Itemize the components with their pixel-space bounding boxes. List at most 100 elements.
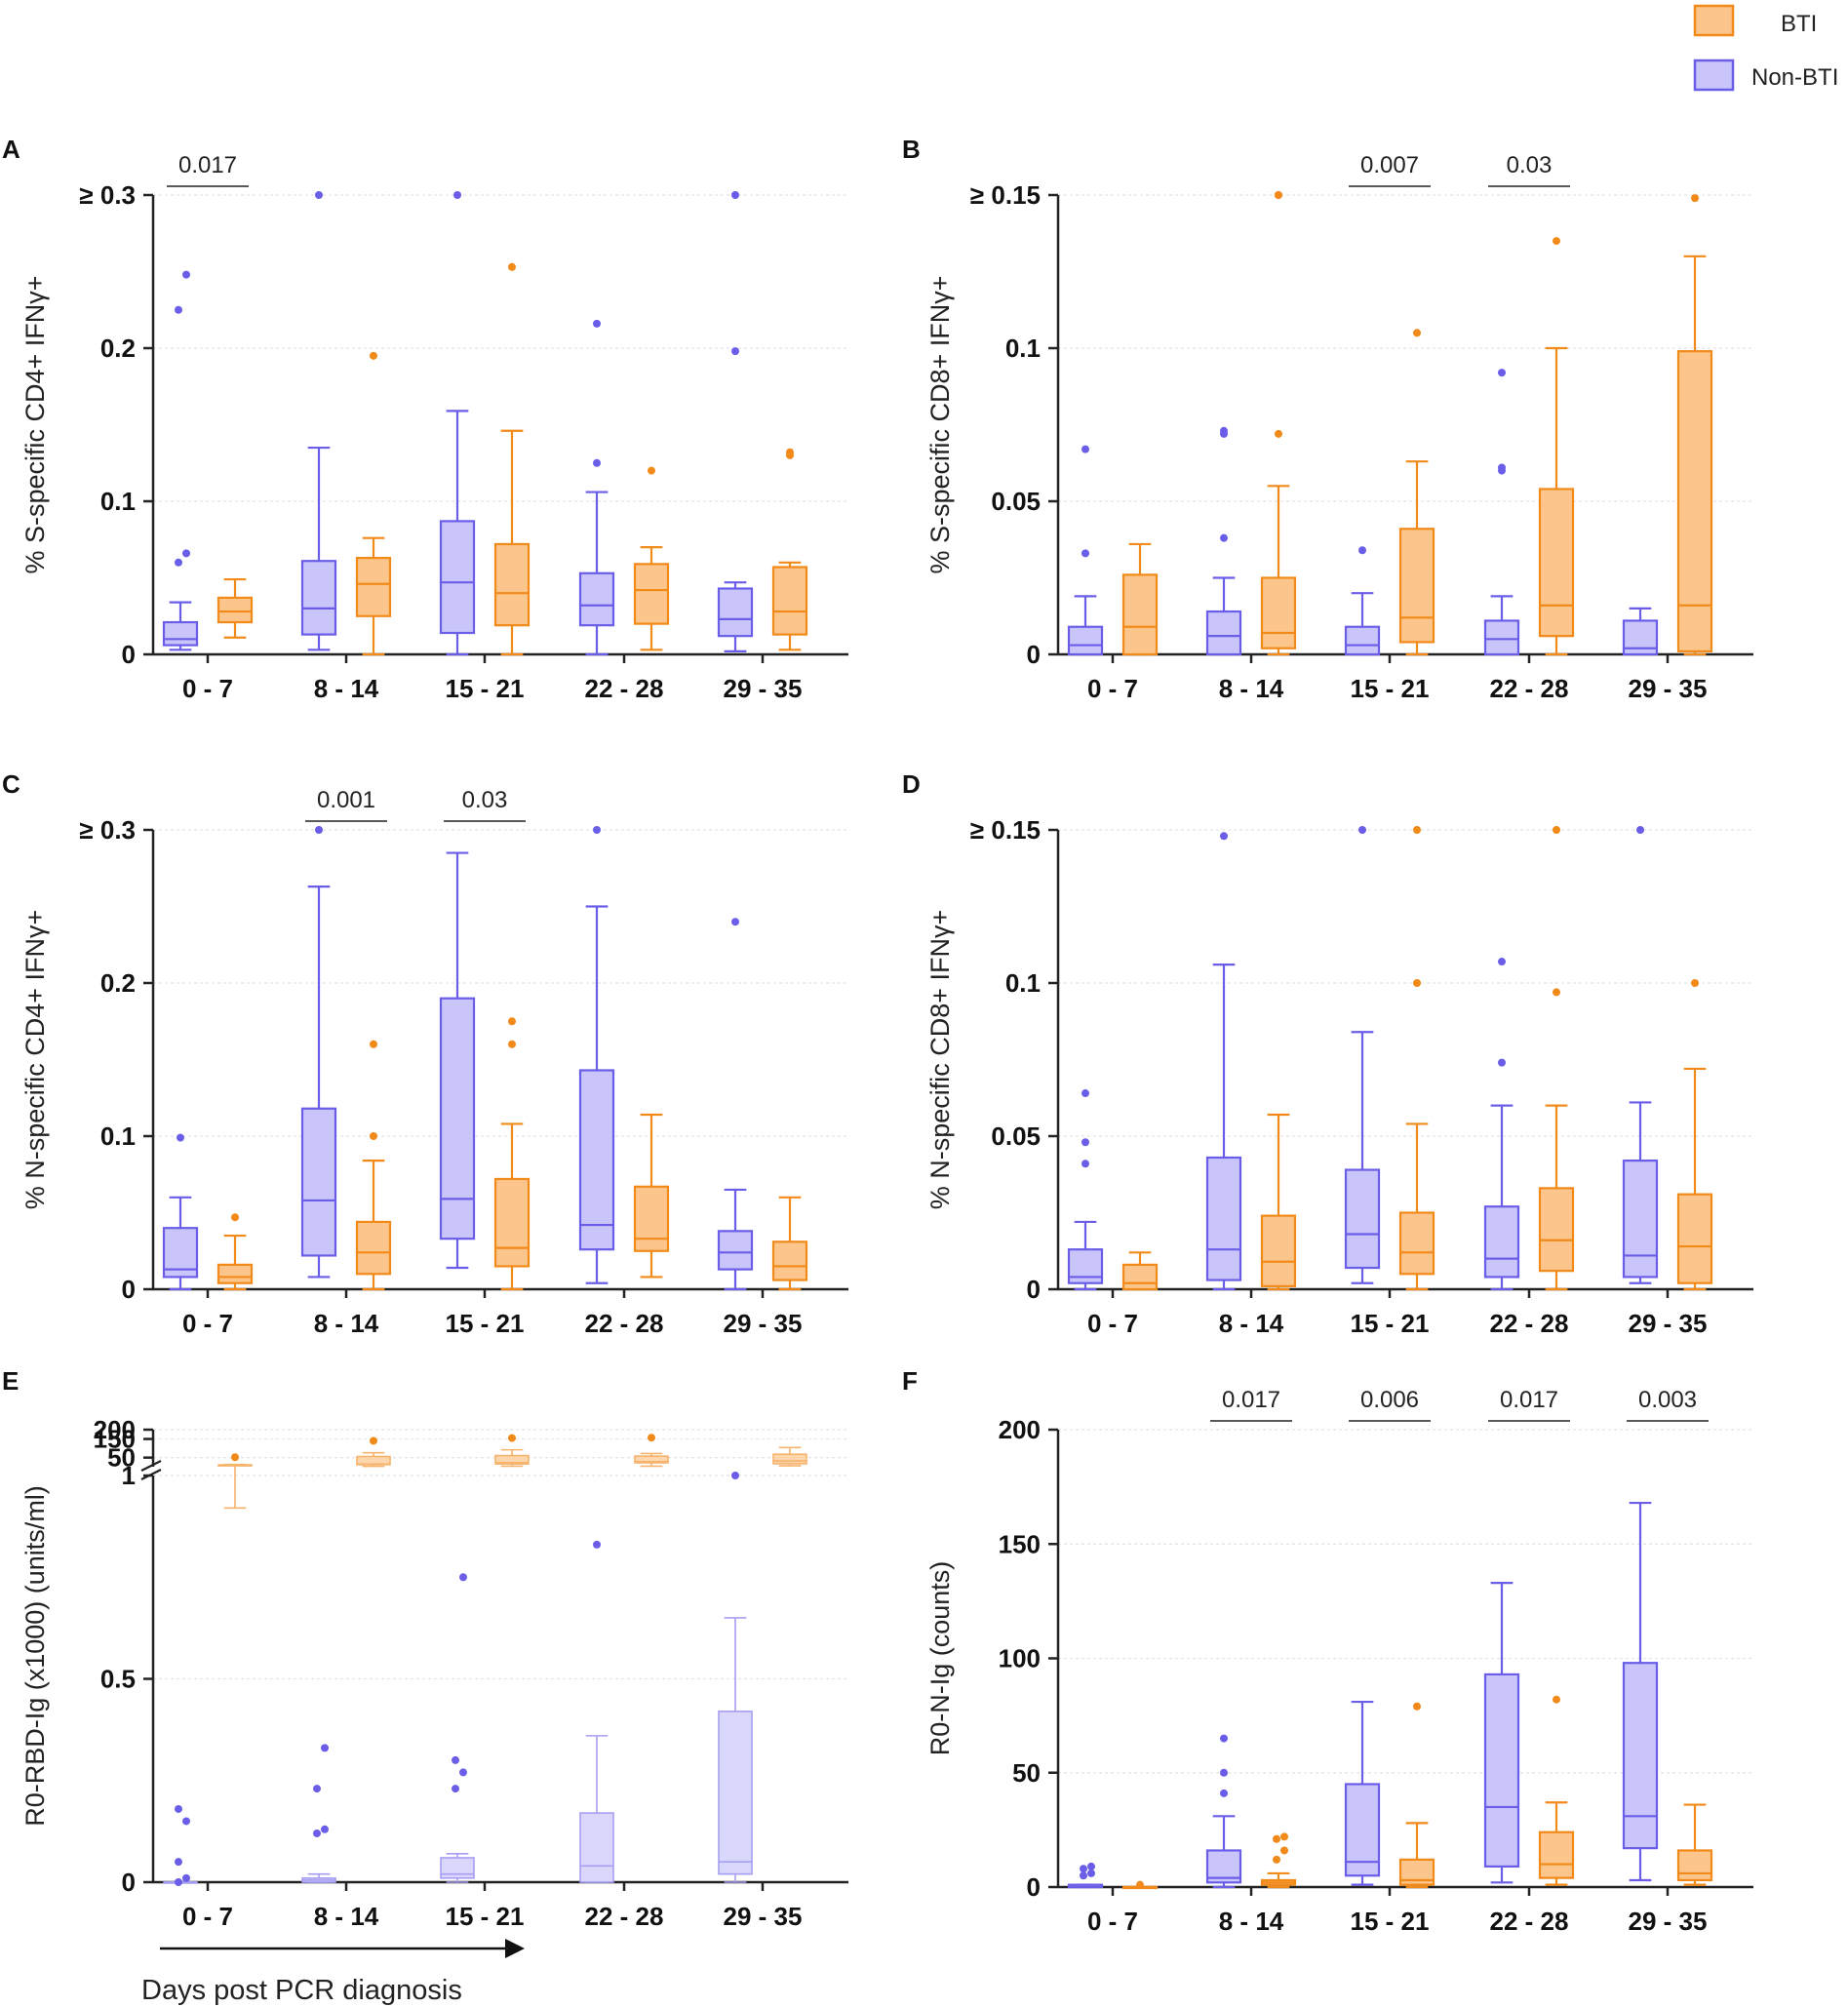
box-iqr bbox=[772, 1453, 807, 1465]
box-iqr bbox=[1205, 610, 1242, 656]
box-iqr bbox=[1121, 1263, 1159, 1291]
axes: 0 0.1 0.2 ≥ 0.3 0 - 7 8 - 14 15 - 21 22 - 28 29 … bbox=[79, 180, 848, 703]
box-iqr bbox=[634, 1455, 669, 1464]
y-tick-label: 100 bbox=[999, 1644, 1041, 1673]
box-iqr bbox=[300, 1107, 337, 1257]
x-tick-label: 22 - 28 bbox=[585, 1902, 664, 1931]
outlier-point bbox=[593, 319, 601, 328]
outlier-point bbox=[1087, 1869, 1095, 1877]
x-caption-group: Days post PCR diagnosis bbox=[141, 1939, 525, 2006]
box-iqr bbox=[355, 556, 392, 617]
y-tick-label: 0 bbox=[1027, 1872, 1041, 1902]
outlier-point bbox=[593, 1540, 601, 1549]
outlier-point bbox=[1636, 826, 1644, 834]
box-nonbti bbox=[163, 1804, 198, 1886]
box-nonbti bbox=[1483, 1582, 1520, 1884]
panel-B: B 0 0.05 0.1 ≥ 0.15 0 - 7 8 - 14 15 - 21 22 - 28… bbox=[902, 135, 1753, 703]
box-nonbti bbox=[439, 851, 476, 1270]
x-tick-label: 0 - 7 bbox=[1087, 1309, 1138, 1338]
pvalue-label: 0.006 bbox=[1360, 1387, 1419, 1413]
outlier-point bbox=[370, 1040, 377, 1048]
outlier-point bbox=[648, 1434, 655, 1442]
box-bti bbox=[1538, 1695, 1575, 1886]
y-tick-label: 200 bbox=[94, 1415, 136, 1444]
outlier-point bbox=[508, 1017, 516, 1026]
x-tick-label: 22 - 28 bbox=[585, 1309, 664, 1338]
box-iqr bbox=[717, 587, 754, 638]
outlier-point bbox=[1280, 1832, 1288, 1841]
outlier-point bbox=[315, 826, 323, 834]
box-nonbti bbox=[439, 191, 476, 656]
outlier-point bbox=[453, 191, 461, 199]
outlier-point bbox=[175, 1878, 182, 1886]
panel-D: D 0 0.05 0.1 ≥ 0.15 0 - 7 8 - 14 15 - 21 22 - 28… bbox=[902, 769, 1753, 1338]
legend-swatch-bti bbox=[1693, 4, 1735, 37]
outlier-point bbox=[1553, 1695, 1560, 1704]
axes: 0 0.05 0.1 ≥ 0.15 0 - 7 8 - 14 15 - 21 22 - 28 2… bbox=[970, 815, 1753, 1338]
box-iqr bbox=[440, 1857, 475, 1879]
outlier-point bbox=[1087, 1862, 1095, 1870]
outlier-point bbox=[182, 270, 190, 279]
y-tick-label: 50 bbox=[1012, 1758, 1041, 1788]
box-iqr bbox=[1260, 1214, 1297, 1287]
pvalue-label: 0.003 bbox=[1638, 1387, 1697, 1413]
panel-letter: B bbox=[902, 135, 921, 164]
box-nonbti bbox=[578, 826, 615, 1284]
box-iqr bbox=[578, 571, 615, 627]
box-bti bbox=[1260, 191, 1297, 656]
outlier-point bbox=[1358, 546, 1366, 555]
panel-letter: A bbox=[2, 135, 20, 164]
box-iqr bbox=[1676, 1193, 1713, 1284]
x-tick-label: 8 - 14 bbox=[1219, 674, 1284, 703]
y-axis-label: R0-N-Ig (counts) bbox=[925, 1561, 955, 1756]
outlier-point bbox=[231, 1453, 239, 1462]
x-tick-label: 0 - 7 bbox=[1087, 1907, 1138, 1936]
outlier-point bbox=[175, 1858, 182, 1867]
x-tick-label: 29 - 35 bbox=[724, 1902, 803, 1931]
x-tick-label: 8 - 14 bbox=[1219, 1907, 1284, 1936]
x-tick-label: 22 - 28 bbox=[585, 674, 664, 703]
outlier-point bbox=[1081, 549, 1089, 558]
box-bti bbox=[493, 262, 531, 656]
pvalue-label: 0.017 bbox=[1500, 1387, 1558, 1413]
outlier-point bbox=[1413, 1702, 1421, 1711]
box-bti bbox=[1121, 542, 1159, 656]
outlier-point bbox=[1080, 1871, 1087, 1880]
outlier-point bbox=[182, 549, 190, 558]
x-tick-label: 15 - 21 bbox=[446, 1902, 525, 1931]
box-bti bbox=[1260, 1113, 1297, 1291]
y-axis-label: % N-specific CD8+ IFNγ+ bbox=[925, 910, 955, 1210]
outlier-point bbox=[1220, 1734, 1228, 1743]
outlier-point bbox=[1691, 979, 1699, 987]
outlier-point bbox=[370, 1436, 377, 1445]
x-tick-label: 0 - 7 bbox=[182, 674, 233, 703]
x-tick-label: 29 - 35 bbox=[724, 1309, 803, 1338]
y-tick-label: 0 bbox=[122, 640, 136, 669]
box-iqr bbox=[717, 1230, 754, 1271]
outlier-point bbox=[1273, 1855, 1280, 1864]
box-iqr bbox=[1676, 1849, 1713, 1882]
box-iqr bbox=[1538, 1830, 1575, 1879]
x-tick-label: 15 - 21 bbox=[1351, 1309, 1430, 1338]
outlier-point bbox=[508, 1434, 516, 1442]
y-axis-label: % S-specific CD8+ IFNγ+ bbox=[925, 275, 955, 573]
y-tick-label: 0.1 bbox=[100, 487, 136, 516]
box-nonbti bbox=[1344, 1700, 1381, 1886]
outlier-point bbox=[648, 466, 655, 475]
box-iqr bbox=[1398, 528, 1435, 644]
box-bti bbox=[494, 1434, 530, 1468]
box-nonbti bbox=[162, 270, 199, 651]
y-tick-label: 0.05 bbox=[991, 487, 1041, 516]
x-tick-label: 22 - 28 bbox=[1490, 674, 1569, 703]
y-tick-label: 0.05 bbox=[991, 1122, 1041, 1151]
y-tick-label: ≥ 0.15 bbox=[970, 815, 1041, 845]
panel-letter: F bbox=[902, 1366, 918, 1396]
y-tick-label: 150 bbox=[94, 1425, 136, 1454]
outlier-point bbox=[1081, 1138, 1089, 1147]
box-nonbti bbox=[300, 826, 337, 1279]
x-tick-label: 15 - 21 bbox=[1351, 674, 1430, 703]
legend-swatch-nonbti bbox=[1693, 59, 1735, 92]
box-bti bbox=[216, 1213, 254, 1291]
